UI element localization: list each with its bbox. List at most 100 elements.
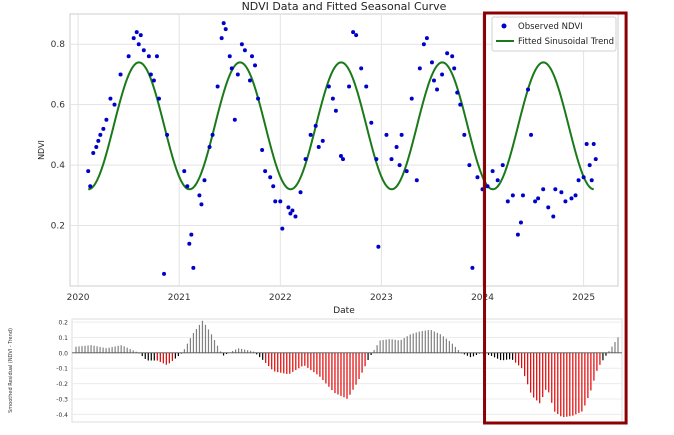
- residual-bar: [84, 345, 86, 353]
- y-tick-label: 0.8: [51, 40, 66, 50]
- residual-bar: [548, 352, 550, 393]
- residual-bar: [424, 330, 426, 353]
- observed-ndvi-point: [221, 21, 226, 26]
- observed-ndvi-point: [94, 144, 99, 149]
- residual-bar: [307, 352, 309, 368]
- residual-bar-chart: 0.2 0.1 0.0 -0.1 -0.2 -0.3 -0.4 Smoothed Residu…: [8, 318, 623, 423]
- observed-ndvi-point: [313, 123, 318, 128]
- residual-bar: [454, 346, 456, 353]
- residual-bar: [343, 352, 345, 398]
- residual-bar: [502, 352, 505, 361]
- residual-bar: [319, 352, 321, 377]
- observed-ndvi-point: [569, 196, 574, 201]
- observed-ndvi-point: [404, 169, 409, 174]
- observed-ndvi-point: [563, 199, 568, 204]
- residual-bar: [111, 347, 113, 353]
- residual-bar: [412, 333, 414, 353]
- residual-bar: [93, 345, 95, 353]
- residual-bar: [542, 352, 544, 398]
- residual-bar: [382, 340, 384, 353]
- residual-bar: [162, 352, 164, 364]
- residual-bar: [96, 346, 98, 353]
- residual-bar: [120, 345, 122, 353]
- residual-bar: [231, 351, 234, 353]
- residual-bar: [475, 352, 478, 355]
- legend-label-trend: Fitted Sinusoidal Trend: [518, 37, 614, 47]
- residual-bar: [614, 342, 616, 353]
- observed-ndvi-point: [351, 30, 356, 35]
- observed-ndvi-point: [280, 226, 285, 231]
- observed-ndvi-point: [462, 132, 467, 137]
- observed-ndvi-point: [316, 144, 321, 149]
- observed-ndvi-point: [298, 190, 303, 195]
- residual-bar: [391, 339, 393, 353]
- residual-bar: [183, 349, 185, 353]
- residual-bar: [286, 352, 288, 374]
- observed-ndvi-point: [247, 78, 252, 83]
- anomaly-highlight-box: [483, 11, 628, 425]
- observed-ndvi-point: [249, 54, 254, 59]
- observed-ndvi-point: [320, 138, 325, 143]
- residual-bar: [505, 352, 508, 360]
- x-axis-label: Date: [333, 306, 355, 316]
- residual-bar: [605, 352, 607, 356]
- residual-bar: [207, 329, 210, 353]
- fitted-trend-line: [88, 61, 594, 191]
- residual-bar: [328, 352, 330, 387]
- residual-bar: [204, 324, 207, 353]
- observed-ndvi-point: [141, 48, 146, 53]
- observed-ndvi-point: [533, 199, 538, 204]
- observed-ndvi-point: [253, 63, 258, 68]
- observed-ndvi-point: [88, 184, 93, 189]
- residual-bar: [78, 346, 80, 353]
- observed-ndvi-point: [450, 54, 455, 59]
- residual-bar: [213, 339, 216, 353]
- observed-ndvi-point: [510, 193, 515, 198]
- residual-bar: [587, 352, 589, 399]
- residual-bar: [578, 352, 580, 413]
- residual-bar: [569, 352, 571, 417]
- residual-bar: [123, 346, 125, 353]
- observed-ndvi-point: [126, 54, 131, 59]
- residual-bar: [584, 352, 586, 406]
- observed-ndvi-point: [417, 66, 422, 71]
- residual-bar: [563, 352, 565, 418]
- residual-y-tick-label: -0.4: [56, 412, 68, 419]
- observed-ndvi-point: [293, 214, 298, 219]
- observed-ndvi-point: [98, 132, 103, 137]
- observed-ndvi-point: [536, 196, 541, 201]
- residual-bar: [222, 352, 225, 356]
- observed-ndvi-point: [112, 102, 117, 107]
- residual-bar: [322, 352, 324, 381]
- observed-ndvi-point: [333, 108, 338, 113]
- observed-ndvi-point: [330, 96, 335, 101]
- residual-bar: [575, 352, 577, 415]
- residual-bar: [457, 350, 460, 353]
- residual-bar: [268, 352, 270, 367]
- x-tick-label: 2023: [370, 293, 393, 303]
- residual-bar: [551, 352, 553, 403]
- observed-ndvi-point: [518, 220, 523, 225]
- residual-bar: [241, 348, 243, 353]
- residual-bar: [394, 339, 396, 353]
- residual-bar: [283, 352, 285, 374]
- observed-ndvi-point: [364, 84, 369, 89]
- residual-bar: [397, 340, 399, 353]
- observed-ndvi-point: [210, 132, 215, 137]
- observed-ndvi-point: [347, 84, 352, 89]
- observed-ndvi-point: [138, 33, 143, 38]
- residual-bar: [313, 352, 315, 373]
- residual-y-tick-label: 0.2: [58, 320, 68, 327]
- observed-ndvi-point: [104, 117, 109, 122]
- residual-bar: [466, 352, 469, 356]
- residual-bar: [427, 330, 429, 353]
- residual-bar: [602, 352, 604, 361]
- residual-bar: [415, 332, 417, 353]
- observed-ndvi-point: [389, 157, 394, 162]
- observed-ndvi-point: [589, 178, 594, 183]
- observed-ndvi-point: [199, 202, 204, 207]
- residual-bar: [512, 352, 514, 360]
- residual-bar: [581, 352, 583, 412]
- observed-ndvi-point: [467, 163, 472, 168]
- observed-ndvi-point: [197, 193, 202, 198]
